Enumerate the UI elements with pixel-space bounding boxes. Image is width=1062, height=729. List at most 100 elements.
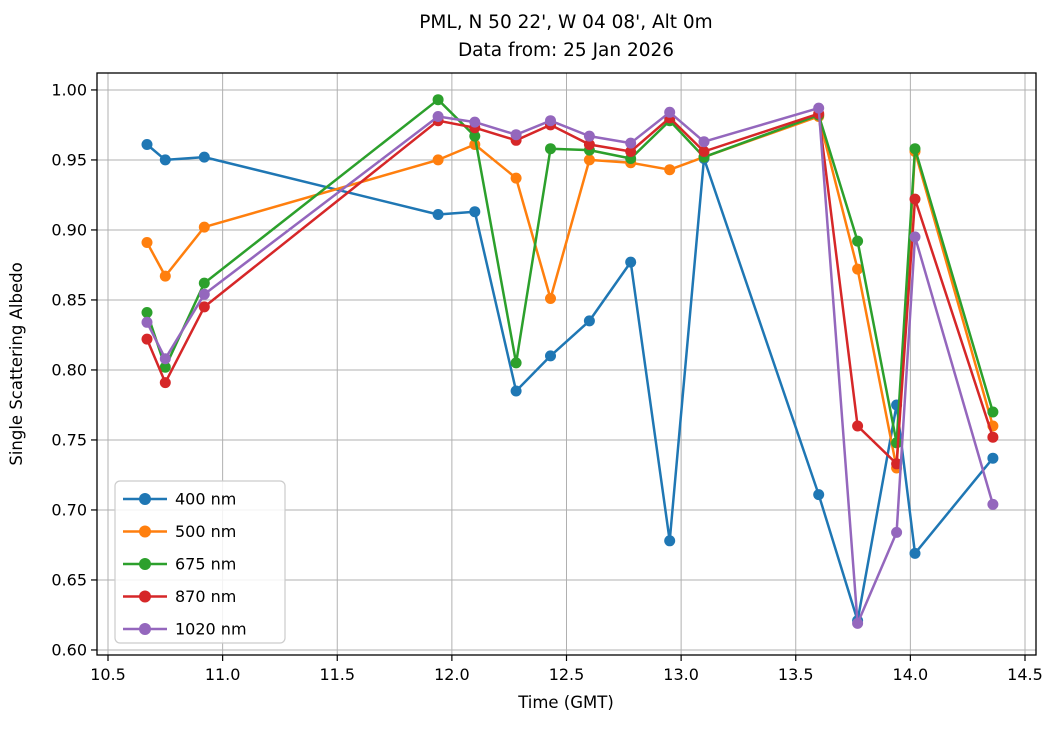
data-point-870-nm — [852, 420, 864, 432]
x-tick-label: 12.0 — [434, 665, 470, 684]
series-line-870-nm — [145, 112, 995, 466]
data-point-500-nm — [583, 154, 595, 166]
data-point-870-nm — [987, 431, 999, 443]
series-675-nm — [141, 94, 999, 449]
data-point-1020-nm — [813, 102, 825, 114]
chart-title-line-2: Data from: 25 Jan 2026 — [458, 40, 674, 61]
y-tick-label: 0.65 — [51, 570, 87, 589]
x-tick-label: 13.0 — [663, 665, 699, 684]
data-point-870-nm — [891, 458, 903, 470]
data-point-1020-nm — [987, 498, 999, 510]
legend-marker — [139, 525, 151, 538]
legend-item-870-nm: 870 nm — [123, 587, 236, 606]
data-point-1020-nm — [583, 130, 595, 142]
data-point-400-nm — [469, 206, 481, 218]
data-point-1020-nm — [545, 115, 556, 127]
legend-label: 1020 nm — [175, 620, 247, 639]
data-point-400-nm — [198, 151, 210, 163]
data-point-400-nm — [545, 350, 556, 362]
series-line-675-nm — [145, 98, 995, 445]
series-line-500-nm — [145, 115, 995, 470]
series-500-nm — [141, 111, 999, 474]
data-point-675-nm — [432, 94, 444, 106]
data-point-500-nm — [852, 263, 864, 275]
series-line-400-nm — [146, 143, 994, 622]
series-1020-nm — [141, 102, 999, 629]
y-tick-label: 0.60 — [51, 640, 87, 659]
legend-item-500-nm: 500 nm — [123, 522, 236, 541]
legend-label: 675 nm — [175, 555, 236, 574]
data-point-400-nm — [664, 535, 676, 547]
data-point-400-nm — [583, 315, 595, 327]
legend-label: 870 nm — [175, 587, 236, 606]
data-point-675-nm — [987, 406, 999, 418]
legend-box — [114, 480, 286, 644]
legend-marker — [139, 493, 151, 505]
data-point-675-nm — [909, 143, 921, 155]
data-point-1020-nm — [432, 111, 444, 122]
x-axis-label: Time (GMT) — [517, 693, 614, 712]
y-tick-label: 0.95 — [51, 150, 87, 169]
data-point-400-nm — [625, 256, 637, 268]
data-point-500-nm — [664, 164, 676, 176]
data-point-1020-nm — [625, 137, 637, 149]
data-point-675-nm — [159, 361, 171, 373]
data-point-675-nm — [469, 130, 481, 142]
legend-item-675-nm: 675 nm — [123, 555, 236, 574]
data-point-1020-nm — [909, 231, 921, 243]
tick-marks-and-labels: 10.5 11.0 11.5 12.0 12.5 13.0 13.5 14.0 14.5 0.60… — [51, 80, 1042, 684]
series-line-1020-nm — [145, 106, 995, 625]
legend-item-1020-nm: 1020 nm — [123, 620, 247, 639]
data-point-1020-nm — [198, 288, 210, 300]
data-point-500-nm — [510, 172, 522, 184]
data-point-400-nm — [909, 547, 921, 559]
x-tick-label: 13.5 — [778, 665, 814, 684]
data-point-500-nm — [159, 270, 171, 282]
series-870-nm — [141, 108, 999, 470]
y-tick-label: 1.00 — [51, 80, 87, 99]
data-point-1020-nm — [510, 129, 522, 141]
data-point-400-nm — [510, 385, 522, 397]
legend-marker — [139, 558, 151, 570]
data-point-500-nm — [141, 237, 153, 248]
data-point-1020-nm — [852, 617, 864, 629]
y-tick-label: 0.90 — [51, 220, 87, 239]
x-tick-label: 10.5 — [90, 665, 126, 684]
y-tick-label: 0.85 — [51, 290, 87, 309]
data-point-675-nm — [852, 235, 864, 247]
data-point-870-nm — [909, 193, 921, 205]
series-400-nm — [141, 139, 999, 627]
data-point-1020-nm — [159, 353, 171, 365]
data-point-1020-nm — [664, 106, 676, 118]
data-point-870-nm — [625, 146, 637, 157]
x-tick-label: 11.5 — [319, 665, 355, 684]
y-axis-label: Single Scattering Albedo — [7, 262, 26, 465]
legend-item-400-nm: 400 nm — [123, 490, 236, 509]
data-series — [141, 94, 999, 629]
data-point-870-nm — [198, 301, 210, 313]
data-point-675-nm — [510, 357, 522, 369]
x-tick-label: 11.0 — [205, 665, 241, 684]
data-point-500-nm — [198, 221, 210, 233]
x-tick-label: 14.5 — [1007, 665, 1043, 684]
data-point-400-nm — [141, 139, 153, 150]
data-point-400-nm — [987, 452, 999, 464]
data-point-400-nm — [432, 209, 444, 220]
data-point-400-nm — [813, 489, 825, 501]
data-point-500-nm — [545, 293, 556, 304]
y-tick-label: 0.80 — [51, 360, 87, 379]
legend-marker — [139, 623, 151, 635]
data-point-675-nm — [545, 143, 556, 155]
data-point-1020-nm — [891, 526, 903, 538]
data-point-675-nm — [198, 277, 210, 289]
data-point-400-nm — [159, 154, 171, 166]
data-point-675-nm — [141, 307, 153, 318]
data-point-870-nm — [698, 146, 710, 157]
data-point-500-nm — [432, 154, 444, 166]
data-point-1020-nm — [698, 136, 710, 148]
chart-title-line-1: PML, N 50 22', W 04 08', Alt 0m — [419, 12, 712, 33]
data-point-1020-nm — [141, 316, 153, 328]
data-point-1020-nm — [469, 116, 481, 128]
